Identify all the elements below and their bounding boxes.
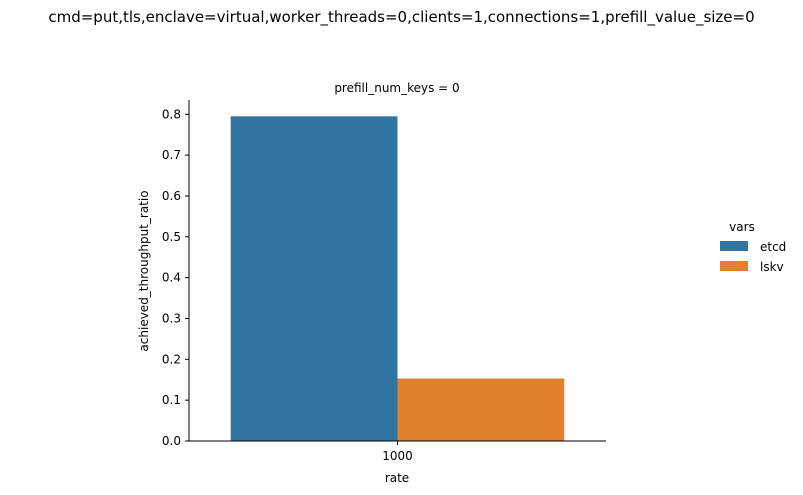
legend-title: vars: [729, 220, 755, 234]
y-tick-label: 0.5: [162, 230, 181, 244]
x-axis-label: rate: [385, 471, 409, 485]
bar-lskv: [397, 378, 565, 441]
bar-etcd: [230, 116, 398, 441]
y-tick-label: 0.7: [162, 148, 181, 162]
bars-group: [230, 116, 565, 441]
y-tick-label: 0.4: [162, 271, 181, 285]
subplot-title: prefill_num_keys = 0: [334, 81, 459, 95]
y-tick-label: 0.1: [162, 393, 181, 407]
legend-swatch-etcd: [720, 241, 748, 251]
legend: vars etcd lskv: [720, 220, 786, 274]
x-axis: 1000: [189, 440, 606, 463]
y-tick-label: 0.6: [162, 189, 181, 203]
y-axis: 0.0 0.1 0.2 0.3 0.4 0.5 0.6 0.7 0.8: [162, 100, 190, 448]
y-tick-label: 0.2: [162, 352, 181, 366]
y-tick-label: 0.3: [162, 311, 181, 325]
legend-label-etcd: etcd: [760, 240, 786, 254]
legend-swatch-lskv: [720, 261, 748, 271]
y-axis-label: achieved_throughput_ratio: [137, 190, 151, 351]
y-tick-label: 0.0: [162, 434, 181, 448]
y-tick-label: 0.8: [162, 107, 181, 121]
x-tick-label: 1000: [382, 449, 413, 463]
figure-title: cmd=put,tls,enclave=virtual,worker_threa…: [48, 8, 755, 26]
legend-label-lskv: lskv: [760, 260, 784, 274]
